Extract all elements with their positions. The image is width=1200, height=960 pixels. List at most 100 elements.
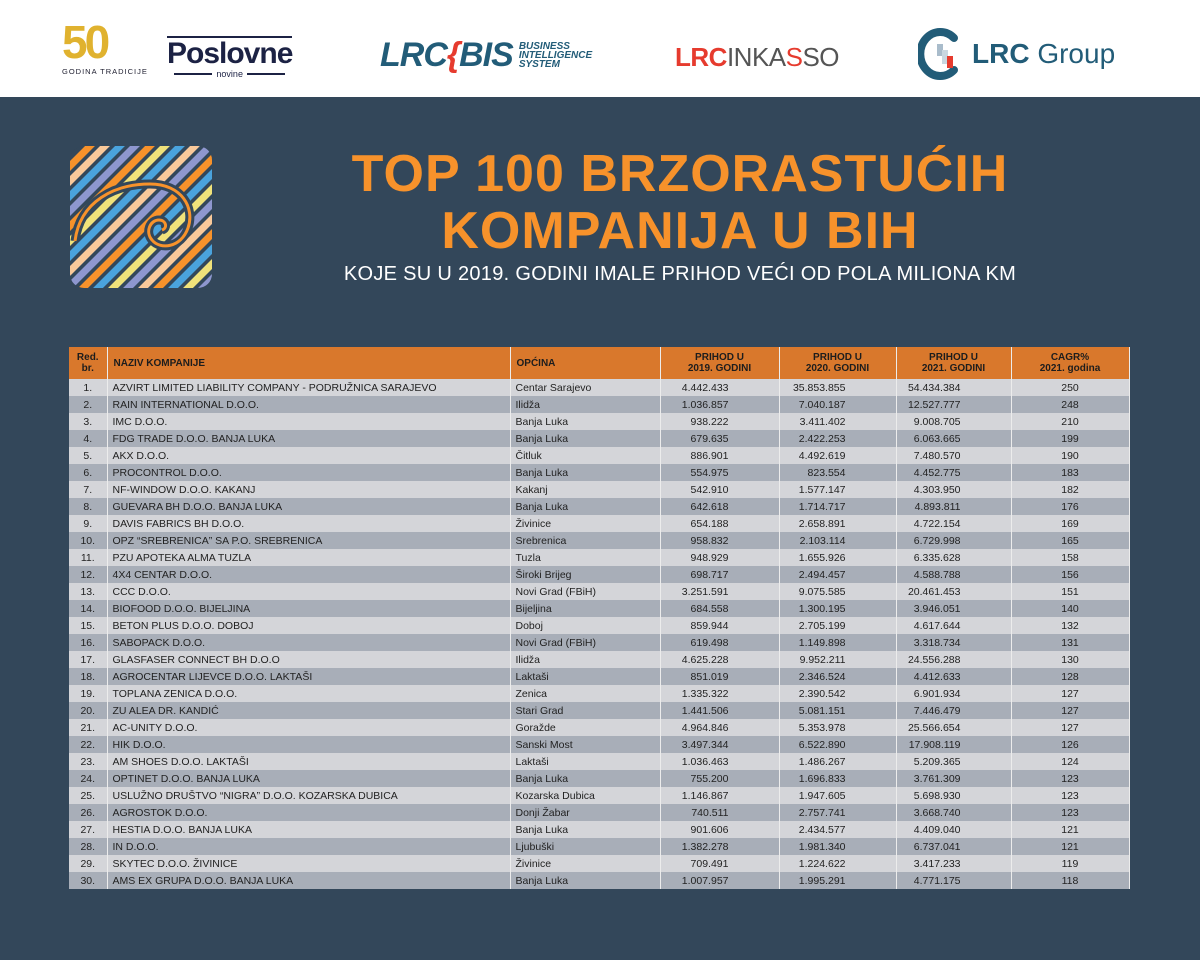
revenue-2019-cell: 740.511 <box>660 804 780 821</box>
col-rank: Red. br. <box>69 347 108 379</box>
fifty-number: 50 <box>62 16 110 68</box>
revenue-2020-cell: 35.853.855 <box>779 379 897 396</box>
table-row: 29. SKYTEC D.O.O. ŽIVINICE Živinice 709.491… <box>69 855 1130 872</box>
cagr-cell: 151 <box>1011 583 1130 600</box>
table-row: 14. BIOFOOD D.O.O. BIJELJINA Bijeljina 684.… <box>69 600 1130 617</box>
revenue-2020-cell: 4.492.619 <box>779 447 897 464</box>
rank-cell: 6. <box>69 464 108 481</box>
lrc-group-logo: LRC Group <box>918 28 1115 80</box>
rank-cell: 15. <box>69 617 108 634</box>
revenue-2019-cell: 4.625.228 <box>660 651 780 668</box>
rank-cell: 7. <box>69 481 108 498</box>
cagr-cell: 165 <box>1011 532 1130 549</box>
municipality-cell: Banja Luka <box>510 498 661 515</box>
revenue-2020-cell: 2.346.524 <box>779 668 897 685</box>
revenue-2019-cell: 698.717 <box>660 566 780 583</box>
cagr-cell: 127 <box>1011 685 1130 702</box>
revenue-2021-cell: 6.729.998 <box>896 532 1012 549</box>
rank-cell: 12. <box>69 566 108 583</box>
table-row: 26. AGROSTOK D.O.O. Donji Žabar 740.511 2.75… <box>69 804 1130 821</box>
revenue-2020-cell: 2.103.114 <box>779 532 897 549</box>
revenue-2020-cell: 2.757.741 <box>779 804 897 821</box>
lrc-bis-logo: LRC{BIS BUSINESS INTELLIGENCE SYSTEM <box>380 36 593 74</box>
revenue-2019-cell: 958.832 <box>660 532 780 549</box>
revenue-2021-cell: 25.566.654 <box>896 719 1012 736</box>
revenue-2020-cell: 5.081.151 <box>779 702 897 719</box>
table-row: 2. RAIN INTERNATIONAL D.O.O. Ilidža 1.036.8… <box>69 396 1130 413</box>
col-revenue-2019: PRIHOD U 2019. GODINI <box>660 347 780 379</box>
cagr-cell: 190 <box>1011 447 1130 464</box>
cagr-cell: 123 <box>1011 804 1130 821</box>
revenue-2019-cell: 4.442.433 <box>660 379 780 396</box>
rank-cell: 17. <box>69 651 108 668</box>
rank-cell: 10. <box>69 532 108 549</box>
revenue-2019-cell: 1.036.463 <box>660 753 780 770</box>
company-name-cell: OPZ “SREBRENICA” SA P.O. SREBRENICA <box>107 532 511 549</box>
rank-cell: 11. <box>69 549 108 566</box>
company-name-cell: GLASFASER CONNECT BH D.O.O <box>107 651 511 668</box>
rank-cell: 20. <box>69 702 108 719</box>
revenue-2019-cell: 3.251.591 <box>660 583 780 600</box>
table-row: 8. GUEVARA BH D.O.O. BANJA LUKA Banja Luka… <box>69 498 1130 515</box>
revenue-2019-cell: 851.019 <box>660 668 780 685</box>
municipality-cell: Novi Grad (FBiH) <box>510 634 661 651</box>
rank-cell: 23. <box>69 753 108 770</box>
revenue-2019-cell: 886.901 <box>660 447 780 464</box>
revenue-2020-cell: 1.696.833 <box>779 770 897 787</box>
municipality-cell: Novi Grad (FBiH) <box>510 583 661 600</box>
company-name-cell: BETON PLUS D.O.O. DOBOJ <box>107 617 511 634</box>
company-name-cell: HIK D.O.O. <box>107 736 511 753</box>
revenue-2020-cell: 1.300.195 <box>779 600 897 617</box>
cagr-cell: 250 <box>1011 379 1130 396</box>
table-row: 24. OPTINET D.O.O. BANJA LUKA Banja Luka 75… <box>69 770 1130 787</box>
table-row: 13. CCC D.O.O. Novi Grad (FBiH) 3.251.591 9.… <box>69 583 1130 600</box>
municipality-cell: Živinice <box>510 855 661 872</box>
cagr-cell: 123 <box>1011 770 1130 787</box>
municipality-cell: Zenica <box>510 685 661 702</box>
revenue-2019-cell: 3.497.344 <box>660 736 780 753</box>
rank-cell: 18. <box>69 668 108 685</box>
revenue-2019-cell: 542.910 <box>660 481 780 498</box>
rank-cell: 8. <box>69 498 108 515</box>
cagr-cell: 169 <box>1011 515 1130 532</box>
rank-cell: 27. <box>69 821 108 838</box>
revenue-2019-cell: 938.222 <box>660 413 780 430</box>
cagr-cell: 126 <box>1011 736 1130 753</box>
company-name-cell: NF-WINDOW D.O.O. KAKANJ <box>107 481 511 498</box>
revenue-2020-cell: 1.486.267 <box>779 753 897 770</box>
cagr-cell: 118 <box>1011 872 1130 889</box>
cagr-cell: 128 <box>1011 668 1130 685</box>
company-name-cell: SABOPACK D.O.O. <box>107 634 511 651</box>
company-name-cell: PROCONTROL D.O.O. <box>107 464 511 481</box>
table-row: 20. ZU ALEA DR. KANDIĆ Stari Grad 1.441.506… <box>69 702 1130 719</box>
spiral-emblem-icon <box>70 146 212 288</box>
revenue-2020-cell: 2.494.457 <box>779 566 897 583</box>
revenue-2020-cell: 9.952.211 <box>779 651 897 668</box>
revenue-2021-cell: 24.556.288 <box>896 651 1012 668</box>
cagr-cell: 199 <box>1011 430 1130 447</box>
table-row: 22. HIK D.O.O. Sanski Most 3.497.344 6.522.8… <box>69 736 1130 753</box>
table-row: 9. DAVIS FABRICS BH D.O.O. Živinice 654.188… <box>69 515 1130 532</box>
revenue-2021-cell: 6.901.934 <box>896 685 1012 702</box>
cagr-cell: 183 <box>1011 464 1130 481</box>
municipality-cell: Živinice <box>510 515 661 532</box>
company-name-cell: TOPLANA ZENICA D.O.O. <box>107 685 511 702</box>
revenue-2021-cell: 7.446.479 <box>896 702 1012 719</box>
revenue-2019-cell: 1.335.322 <box>660 685 780 702</box>
table-row: 25. USLUŽNO DRUŠTVO “NIGRA” D.O.O. KOZARS… <box>69 787 1130 804</box>
company-name-cell: PZU APOTEKA ALMA TUZLA <box>107 549 511 566</box>
revenue-2020-cell: 1.149.898 <box>779 634 897 651</box>
rank-cell: 9. <box>69 515 108 532</box>
company-name-cell: AMS EX GRUPA D.O.O. BANJA LUKA <box>107 872 511 889</box>
revenue-2021-cell: 3.318.734 <box>896 634 1012 651</box>
fifty-years-logo: 50 GODINA TRADICIJE <box>62 16 157 80</box>
rank-cell: 29. <box>69 855 108 872</box>
municipality-cell: Kozarska Dubica <box>510 787 661 804</box>
rank-cell: 4. <box>69 430 108 447</box>
table-row: 23. AM SHOES D.O.O. LAKTAŠI Laktaši 1.036.4… <box>69 753 1130 770</box>
revenue-2021-cell: 3.946.051 <box>896 600 1012 617</box>
revenue-2020-cell: 2.658.891 <box>779 515 897 532</box>
rank-cell: 21. <box>69 719 108 736</box>
